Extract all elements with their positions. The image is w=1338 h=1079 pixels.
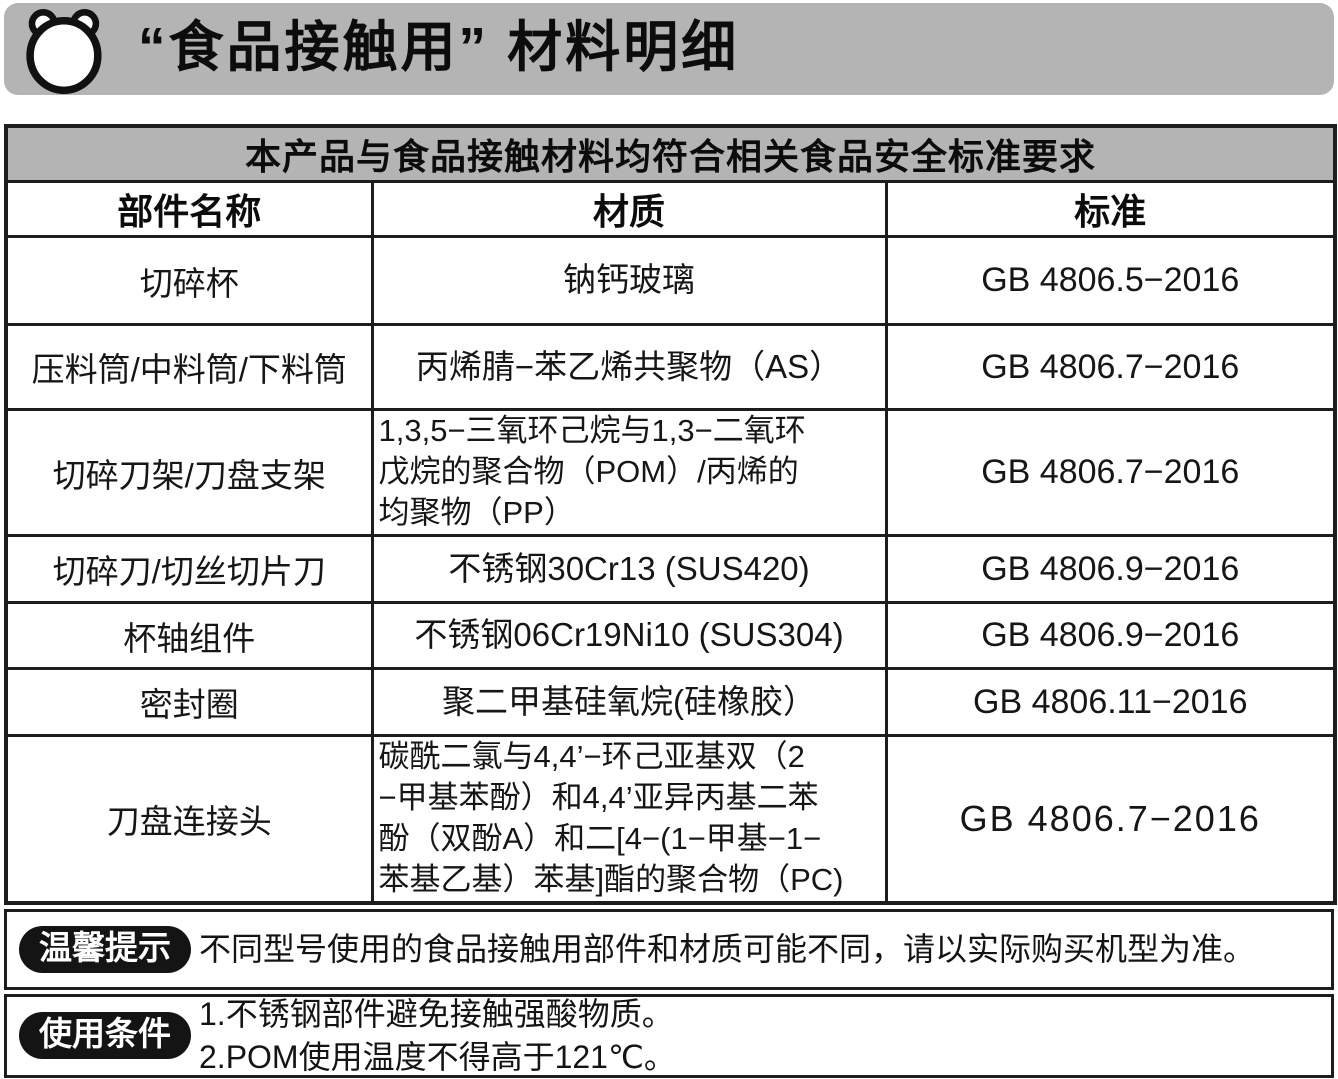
table-header-row: 部件名称 材质 标准	[4, 180, 1337, 238]
table-row: 切碎刀架/刀盘支架 1,3,5−三氧环己烷与1,3−二氧环 戊烷的聚合物（POM）…	[4, 408, 1337, 537]
note-tip: 温馨提示 不同型号使用的食品接触用部件和材质可能不同，请以实际购买机型为准。	[4, 908, 1334, 990]
part-cell: 切碎刀架/刀盘支架	[4, 408, 374, 537]
table-banner: 本产品与食品接触材料均符合相关食品安全标准要求	[4, 124, 1337, 183]
table-row: 杯轴组件 不锈钢06Cr19Ni10 (SUS304) GB 4806.9−2016	[4, 601, 1337, 670]
material-cell: 钠钙玻璃	[370, 235, 888, 326]
part-cell: 压料筒/中料筒/下料筒	[4, 323, 374, 411]
standard-cell: GB 4806.11−2016	[884, 667, 1337, 737]
table-row: 压料筒/中料筒/下料筒 丙烯腈−苯乙烯共聚物（AS） GB 4806.7−2016	[4, 323, 1337, 411]
material-cell: 不锈钢30Cr13 (SUS420)	[370, 534, 888, 604]
standard-cell: GB 4806.7−2016	[884, 408, 1337, 537]
standard-cell: GB 4806.7−2016	[884, 323, 1337, 411]
standard-cell: GB 4806.7−2016	[884, 733, 1337, 905]
table-row: 切碎杯 钠钙玻璃 GB 4806.5−2016	[4, 235, 1337, 326]
column-header-standard: 标准	[884, 180, 1337, 238]
part-cell: 切碎刀/切丝切片刀	[4, 534, 374, 604]
standard-cell: GB 4806.9−2016	[884, 534, 1337, 604]
table-row: 切碎刀/切丝切片刀 不锈钢30Cr13 (SUS420) GB 4806.9−201…	[4, 534, 1337, 604]
part-cell: 密封圈	[4, 667, 374, 737]
part-cell: 杯轴组件	[4, 601, 374, 670]
part-cell: 切碎杯	[4, 235, 374, 326]
column-header-part: 部件名称	[4, 180, 374, 238]
page-title: “食品接触用” 材料明细	[138, 15, 740, 78]
title-bar: “食品接触用” 材料明细	[4, 3, 1334, 95]
standard-cell: GB 4806.9−2016	[884, 601, 1337, 670]
materials-table: 本产品与食品接触材料均符合相关食品安全标准要求 部件名称 材质 标准 切碎杯 钠钙…	[4, 124, 1338, 905]
table-row: 密封圈 聚二甲基硅氧烷(硅橡胶） GB 4806.11−2016	[4, 667, 1337, 737]
tip-text: 不同型号使用的食品接触用部件和材质可能不同，请以实际购买机型为准。	[199, 930, 1256, 967]
material-cell: 聚二甲基硅氧烷(硅橡胶）	[370, 667, 888, 737]
table-row: 刀盘连接头 碳酰二氯与4,4’−环己亚基双（2 −甲基苯酚）和4,4’亚异丙基二苯…	[4, 733, 1337, 905]
material-cell: 不锈钢06Cr19Ni10 (SUS304)	[370, 601, 888, 670]
standard-cell: GB 4806.5−2016	[884, 235, 1337, 326]
column-header-material: 材质	[370, 180, 888, 238]
tip-badge: 温馨提示	[19, 925, 191, 973]
usage-badge: 使用条件	[19, 1012, 191, 1060]
manual-page: “食品接触用” 材料明细 本产品与食品接触材料均符合相关食品安全标准要求 部件名…	[4, 0, 1338, 1078]
materials-table-body: 切碎杯 钠钙玻璃 GB 4806.5−2016 压料筒/中料筒/下料筒 丙烯腈−苯乙烯共…	[4, 235, 1337, 905]
material-cell: 1,3,5−三氧环己烷与1,3−二氧环 戊烷的聚合物（POM）/丙烯的 均聚物（…	[370, 408, 888, 537]
bear-icon	[26, 9, 102, 95]
part-cell: 刀盘连接头	[4, 733, 374, 905]
usage-text: 1.不锈钢部件避免接触强酸物质。 2.POM使用温度不得高于121℃。	[199, 995, 676, 1075]
table-banner-row: 本产品与食品接触材料均符合相关食品安全标准要求	[4, 124, 1337, 183]
material-cell: 丙烯腈−苯乙烯共聚物（AS）	[370, 323, 888, 411]
material-cell: 碳酰二氯与4,4’−环己亚基双（2 −甲基苯酚）和4,4’亚异丙基二苯 酚（双酚…	[370, 733, 888, 905]
note-usage: 使用条件 1.不锈钢部件避免接触强酸物质。 2.POM使用温度不得高于121℃。	[4, 993, 1334, 1078]
